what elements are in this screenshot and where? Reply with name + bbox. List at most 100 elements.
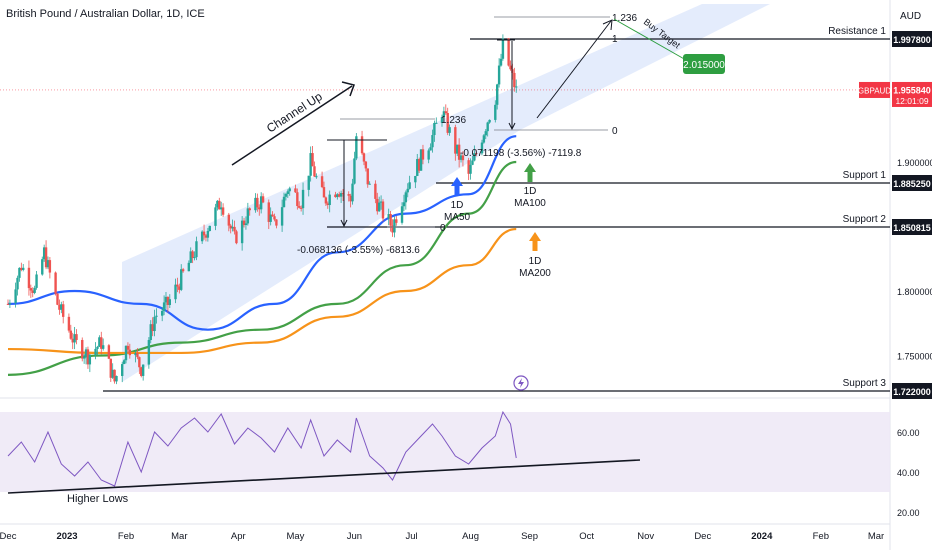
candle-body bbox=[138, 357, 141, 368]
candle-body bbox=[496, 84, 499, 105]
candle-body bbox=[122, 360, 126, 365]
candle-body bbox=[435, 122, 438, 124]
rsi-line bbox=[7, 410, 517, 487]
candle-body bbox=[174, 284, 177, 300]
candle-body bbox=[16, 277, 19, 290]
candle-body bbox=[482, 135, 486, 143]
level-name: Support 2 bbox=[843, 214, 887, 225]
candle-body bbox=[134, 353, 137, 356]
ma100-arrow bbox=[524, 163, 536, 182]
chart-title: British Pound / Australian Dollar, 1D, I… bbox=[6, 8, 205, 20]
candle-body bbox=[162, 302, 166, 311]
rsi-tick-label: 40.00 bbox=[897, 468, 920, 478]
candle-body bbox=[233, 226, 236, 232]
x-tick-label: Mar bbox=[171, 531, 187, 542]
candle-body bbox=[128, 349, 132, 356]
candle-body bbox=[488, 119, 491, 123]
candle-body bbox=[189, 251, 192, 263]
candle-body bbox=[191, 251, 194, 258]
candle-body bbox=[229, 225, 232, 229]
candle-body bbox=[166, 296, 170, 305]
candle-body bbox=[497, 65, 501, 85]
measure-2-label: -0.071198 (-3.56%) -7119.8 bbox=[460, 148, 582, 159]
candle-body bbox=[204, 235, 208, 238]
candle-body bbox=[471, 160, 474, 165]
candle-body bbox=[347, 194, 350, 196]
candle-body bbox=[88, 354, 92, 365]
candle-body bbox=[84, 349, 88, 357]
candle-body bbox=[501, 38, 505, 59]
rsi-tick-label: 20.00 bbox=[897, 508, 920, 518]
candle-body bbox=[14, 289, 17, 303]
candle-body bbox=[54, 272, 57, 294]
candle-body bbox=[494, 104, 497, 120]
candle-body bbox=[22, 267, 25, 270]
candle-body bbox=[324, 197, 328, 204]
projection-arrowhead bbox=[602, 19, 613, 31]
candle-body bbox=[480, 142, 484, 154]
candle-body bbox=[467, 160, 470, 174]
x-tick-label: Mar bbox=[868, 531, 884, 542]
candle-body bbox=[362, 153, 366, 162]
candle-body bbox=[364, 161, 368, 169]
candle-body bbox=[469, 164, 472, 174]
candle-body bbox=[448, 127, 451, 133]
candle-body bbox=[301, 189, 305, 209]
candle-body bbox=[414, 175, 417, 183]
candle-body bbox=[328, 194, 331, 206]
candle-body bbox=[111, 369, 114, 378]
symbol-tag-text: GBPAUD bbox=[858, 86, 891, 95]
candle-body bbox=[69, 330, 73, 339]
x-tick-label: Dec bbox=[0, 531, 17, 542]
candle-body bbox=[46, 260, 50, 268]
candle-body bbox=[100, 337, 103, 349]
candle-body bbox=[404, 192, 408, 203]
candle-body bbox=[456, 144, 459, 154]
candle-body bbox=[395, 219, 398, 223]
y-tick-label: 1.800000 bbox=[897, 287, 932, 297]
candle-body bbox=[181, 269, 185, 272]
candle-body bbox=[126, 345, 130, 350]
candle-body bbox=[298, 206, 301, 208]
ma100-label: 1D MA100 bbox=[514, 186, 546, 209]
levels-layer: Resistance 1 1.997800 Support 1 1.885250 Sup… bbox=[0, 26, 932, 399]
candle-body bbox=[136, 353, 139, 358]
candle-body bbox=[444, 111, 448, 114]
candle-body bbox=[309, 153, 312, 176]
fib-a-0-label: 0 bbox=[440, 223, 446, 234]
candle-body bbox=[195, 241, 198, 258]
rsi-tick-label: 60.00 bbox=[897, 428, 920, 438]
higher-lows-label: Higher Lows bbox=[67, 493, 129, 505]
candle-body bbox=[115, 375, 118, 382]
level-price-text: 1.997800 bbox=[893, 35, 931, 45]
x-tick-label: Oct bbox=[579, 531, 594, 542]
x-tick-label: Feb bbox=[118, 531, 134, 542]
x-tick-label: Jun bbox=[347, 531, 362, 542]
channel-up-arrow-shaft bbox=[231, 85, 353, 166]
candle-body bbox=[427, 150, 430, 160]
candle-body bbox=[140, 367, 143, 376]
event-flash-glyph bbox=[518, 378, 524, 388]
candle-body bbox=[440, 117, 444, 123]
level-name: Support 1 bbox=[843, 170, 887, 181]
rsi-trendline bbox=[7, 459, 641, 494]
level-price-text: 1.885250 bbox=[893, 179, 931, 189]
candle-body bbox=[81, 339, 84, 359]
candle-body bbox=[176, 284, 179, 287]
candle-body bbox=[341, 193, 345, 195]
candle-body bbox=[29, 288, 33, 291]
candle-body bbox=[393, 219, 396, 233]
candle-body bbox=[48, 260, 52, 273]
candle-body bbox=[202, 231, 206, 236]
fib-b-0-label: 0 bbox=[612, 126, 618, 137]
candle-body bbox=[67, 316, 71, 331]
candle-body bbox=[206, 231, 210, 238]
y-tick-label: 1.750000 bbox=[897, 352, 932, 362]
fib-b-1236-label: 1.236 bbox=[612, 13, 637, 24]
candle-body bbox=[141, 364, 145, 376]
candle-body bbox=[408, 182, 411, 189]
rsi-band bbox=[0, 412, 890, 492]
candle-body bbox=[499, 58, 503, 66]
candle-body bbox=[368, 183, 371, 185]
last-price-tag bbox=[892, 81, 932, 107]
